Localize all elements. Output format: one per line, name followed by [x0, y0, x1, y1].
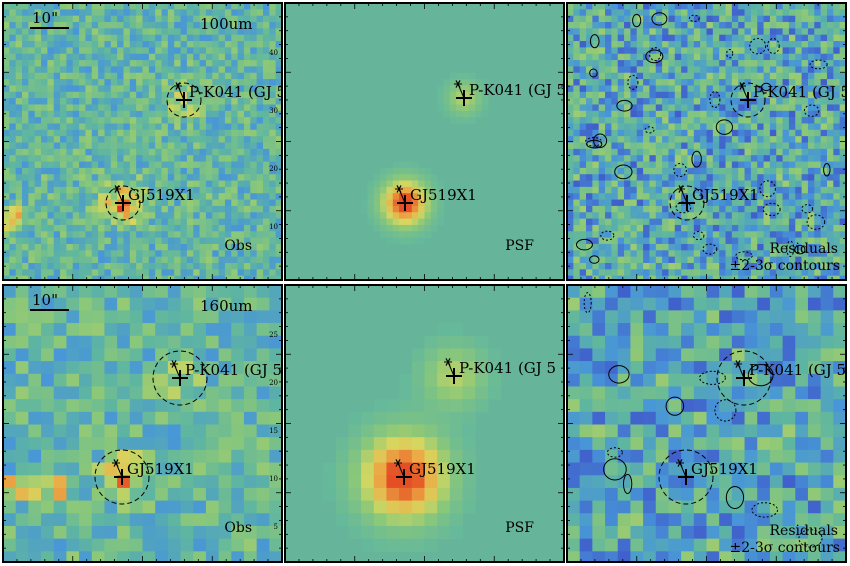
image-0-obs: GJ519X1 P-K041 (GJ 5: [3, 3, 286, 280]
scalebar-label: 10": [32, 291, 58, 309]
panel-0-psf: GJ519X1 P-K041 (GJ 5 PSF: [284, 2, 566, 281]
panel-0-res: GJ519X1 P-K041 (GJ 5 Residuals±2-3σ contou…: [566, 2, 850, 281]
scalebar-label: 10": [32, 9, 58, 27]
band-label: 100um: [200, 15, 253, 33]
source-label: P-K041 (GJ 5: [185, 361, 282, 379]
source-label: GJ519X1: [409, 460, 476, 478]
axis-tick-label: 30: [269, 107, 278, 115]
band-label: 160um: [200, 297, 253, 315]
psf-label: PSF: [505, 238, 534, 254]
image-1-obs: GJ519X1 P-K041 (GJ 5: [3, 285, 282, 562]
image-0-res: GJ519X1 P-K041 (GJ 5: [567, 3, 850, 280]
source-label: P-K041 (GJ 5: [749, 361, 846, 379]
panel-1-psf: GJ519X1 P-K041 (GJ 5 PSF: [284, 284, 565, 563]
axis-tick-label: 25: [269, 331, 278, 339]
contours-label: ±2-3σ contours: [729, 258, 840, 274]
axis-tick-label: 40: [269, 49, 278, 57]
source-label: GJ519X1: [410, 186, 477, 204]
contours-label: ±2-3σ contours: [729, 540, 840, 556]
source-label: GJ519X1: [692, 186, 759, 204]
image-0-psf: GJ519X1 P-K041 (GJ 5: [285, 3, 566, 280]
obs-label: Obs: [224, 238, 252, 254]
axis-tick-label: 20: [269, 379, 278, 387]
source-label: P-K041 (GJ 5: [189, 83, 286, 101]
axis-tick-label: 10: [269, 475, 278, 483]
residuals-label: Residuals: [770, 523, 838, 539]
image-1-psf: GJ519X1 P-K041 (GJ 5: [285, 285, 564, 562]
axis-tick-label: 20: [269, 165, 278, 173]
source-label: GJ519X1: [128, 186, 195, 204]
psf-label: PSF: [505, 520, 534, 536]
source-label: P-K041 (GJ 5: [469, 81, 566, 99]
source-label: P-K041 (GJ 5: [753, 83, 850, 101]
source-label: GJ519X1: [691, 460, 758, 478]
axis-tick-label: 10: [269, 223, 278, 231]
source-label: P-K041 (GJ 5: [459, 359, 556, 377]
axis-tick-label: 15: [269, 427, 278, 435]
image-1-res: GJ519X1 P-K041 (GJ 5: [567, 285, 846, 562]
axis-tick-label: 5: [274, 523, 278, 531]
panel-1-obs: GJ519X1 P-K041 (GJ 5 Obs 10" 160um 25 20 15 10 5: [2, 284, 283, 563]
residuals-label: Residuals: [770, 241, 838, 257]
source-label: GJ519X1: [127, 460, 194, 478]
panel-0-obs: GJ519X1 P-K041 (GJ 5 Obs 10" 100um 40 30 20 10: [2, 2, 286, 281]
panel-1-res: GJ519X1 P-K041 (GJ 5 Residuals±2-3σ contou…: [566, 284, 847, 563]
obs-label: Obs: [224, 520, 252, 536]
